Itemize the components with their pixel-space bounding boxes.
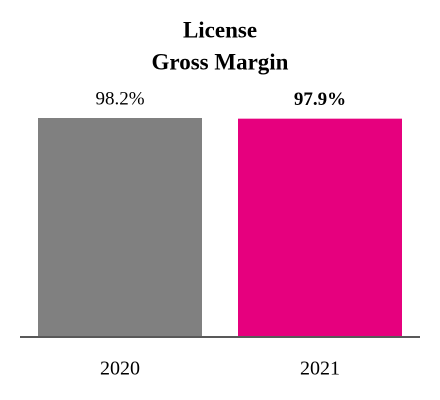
chart-title: License [183, 17, 257, 42]
value-label: 98.2% [95, 88, 144, 109]
x-tick-label: 2021 [300, 358, 340, 380]
bar [38, 118, 202, 337]
chart-title: Gross Margin [152, 49, 289, 74]
value-label: 97.9% [294, 89, 346, 110]
bar [238, 118, 402, 338]
x-tick-label: 2020 [100, 358, 140, 380]
